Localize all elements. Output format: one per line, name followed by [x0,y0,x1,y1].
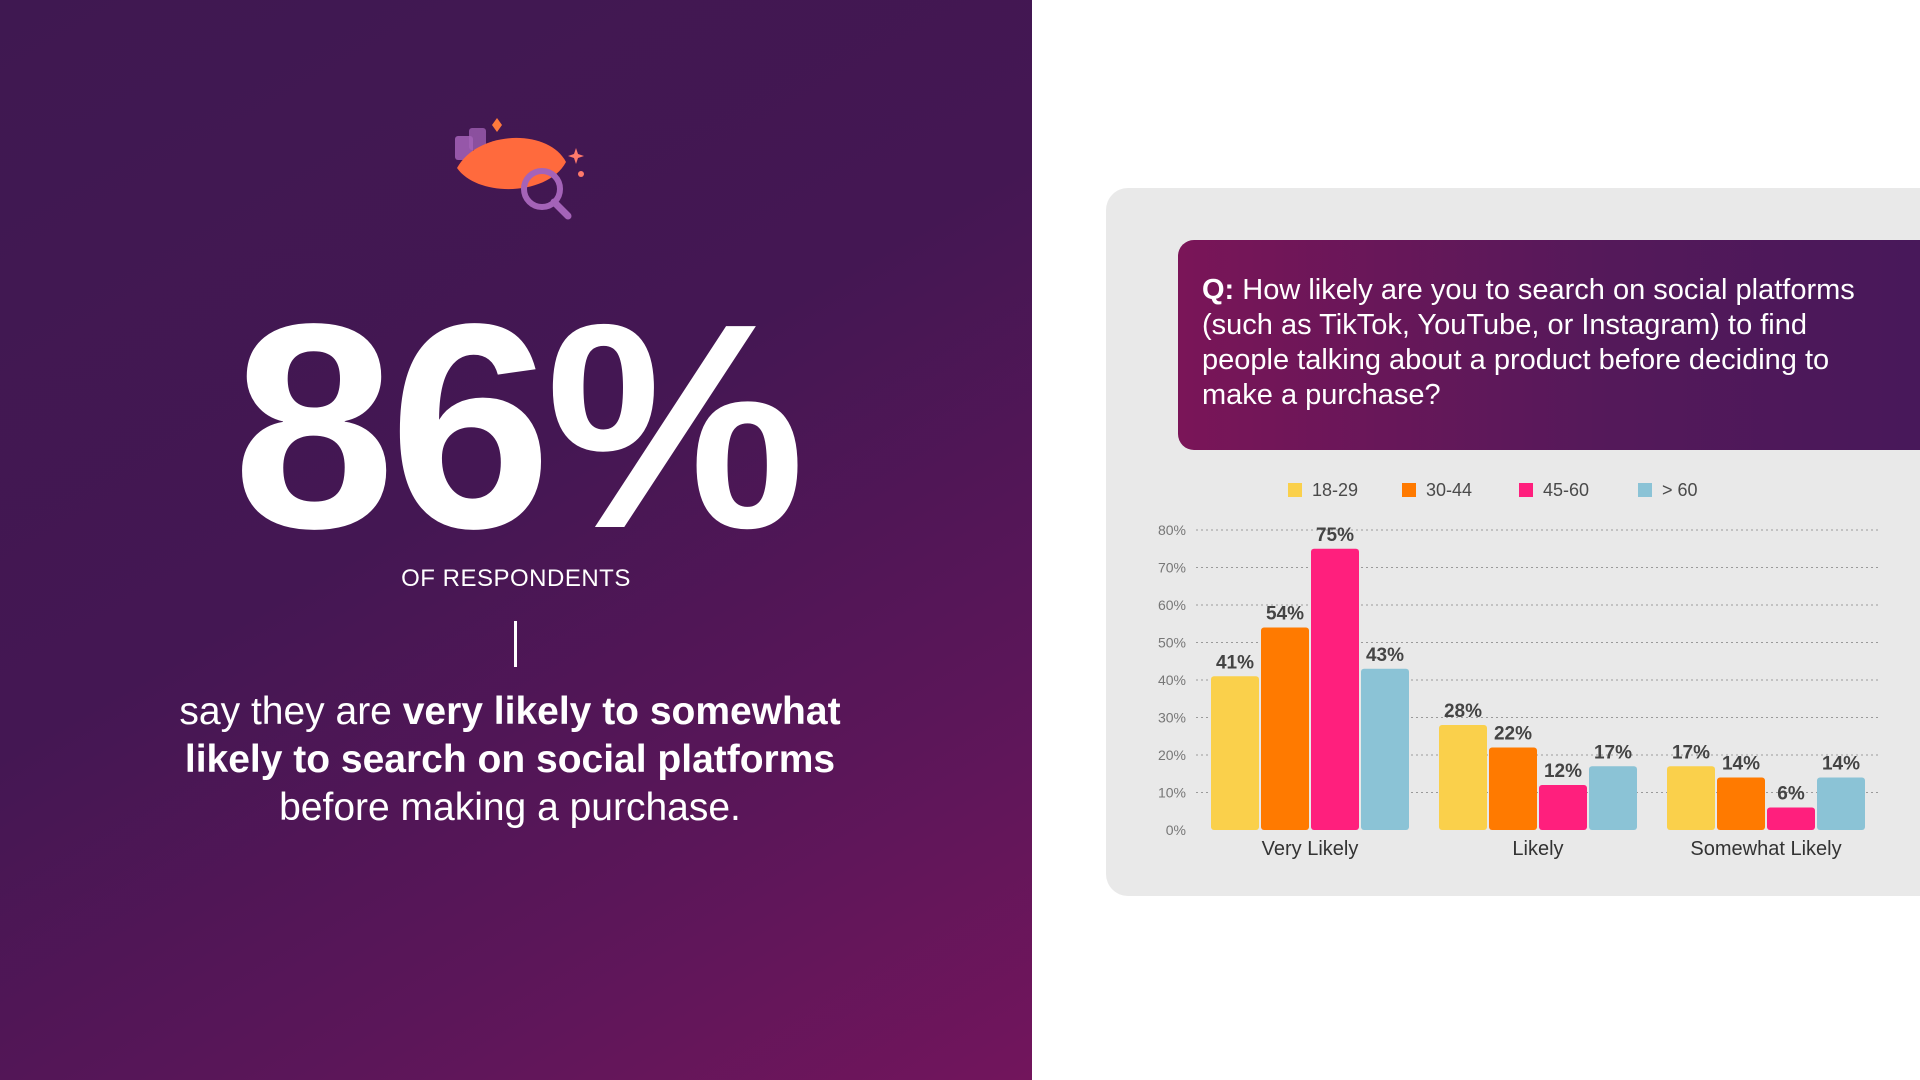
bar [1489,747,1537,830]
bar-chart-svg: 0% 10% 20% 30% 40% 50% 60% 70% 80% 41% 54% 75% 43% Ve… [1158,522,1880,860]
legend-label-18-29: 18-29 [1312,480,1359,500]
legend-swatch-over-60 [1638,483,1652,497]
divider-line [514,621,517,667]
statement-text-end: before making a purchase. [279,786,741,829]
bar-value-label: 17% [1594,742,1632,763]
bar [1539,785,1587,830]
eye-search-icon [455,118,584,220]
statement-emphasis: very likely to somewhat likely to search… [184,690,841,781]
bar-value-label: 17% [1672,742,1710,763]
bar-value-label: 43% [1366,645,1404,666]
legend-swatch-45-60 [1519,483,1533,497]
bar [1767,807,1815,830]
y-tick-label: 70% [1158,560,1186,576]
bar [1589,766,1637,830]
y-tick-label: 80% [1158,522,1186,538]
question-text: Q: How likely are you to search on socia… [1202,273,1902,413]
y-tick-label: 0% [1166,822,1186,838]
bar [1817,777,1865,830]
legend-swatch-18-29 [1288,483,1302,497]
x-category-label: Somewhat Likely [1690,838,1841,860]
legend-label-45-60: 45-60 [1543,480,1590,500]
legend-swatch-30-44 [1402,483,1416,497]
y-tick-label: 50% [1158,635,1186,651]
y-tick-label: 60% [1158,597,1186,613]
bar [1717,777,1765,830]
x-category-label: Likely [1512,838,1563,860]
y-tick-label: 20% [1158,747,1186,763]
legend-label-over-60: > 60 [1662,480,1698,500]
question-prefix: Q: [1202,274,1235,306]
bar-value-label: 12% [1544,761,1582,782]
bar [1439,725,1487,830]
bar [1667,766,1715,830]
bar-value-label: 75% [1316,525,1354,546]
question-body: How likely are you to search on social p… [1202,274,1855,411]
bar [1361,668,1409,830]
y-tick-label: 30% [1158,710,1186,726]
x-category-label: Very Likely [1262,838,1359,860]
bar [1211,676,1259,830]
statement-text-start: say they are [179,690,403,733]
headline-stat: 86% [232,263,805,589]
bar-value-label: 28% [1444,701,1482,722]
bar-value-label: 14% [1822,754,1860,775]
legend-label-30-44: 30-44 [1426,480,1473,500]
bar-value-label: 22% [1494,724,1532,745]
stat-statement: say they are very likely to somewhat lik… [160,688,860,832]
bar-value-label: 54% [1266,604,1304,625]
hero-panel: 86% OF RESPONDENTS say they are very lik… [0,0,1032,1080]
y-tick-label: 10% [1158,785,1186,801]
bar [1261,627,1309,830]
bar-chart: 0% 10% 20% 30% 40% 50% 60% 70% 80% 41% 54% 75% 43% Ve… [1130,510,1900,870]
question-box: Q: How likely are you to search on socia… [1178,240,1920,450]
stat-caption: OF RESPONDENTS [401,565,631,592]
y-tick-label: 40% [1158,672,1186,688]
bar-value-label: 6% [1777,784,1805,805]
bar [1311,548,1359,830]
bar-value-label: 14% [1722,754,1760,775]
bar-value-label: 41% [1216,652,1254,673]
